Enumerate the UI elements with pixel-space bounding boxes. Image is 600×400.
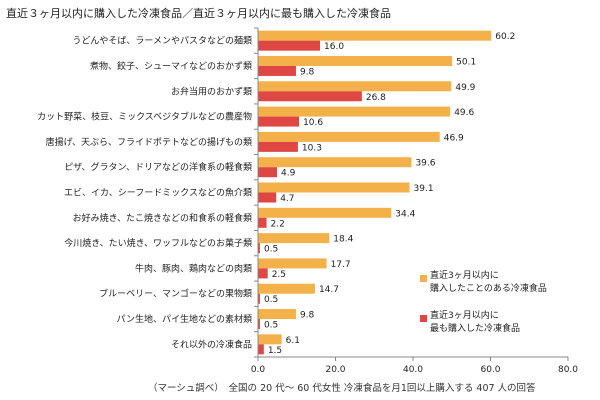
data-label-purchased: 49.6: [454, 108, 474, 118]
category-label: カット野菜、枝豆、ミックスベジタブルなどの農産物: [37, 111, 252, 123]
data-label-most-purchased: 16.0: [324, 42, 344, 52]
legend-label-most-purchased-line2: 最も購入した冷凍食品: [430, 324, 521, 334]
bar-purchased: [258, 157, 412, 168]
data-label-purchased: 39.1: [414, 184, 434, 194]
data-label-purchased: 14.7: [319, 285, 339, 295]
bar-most-purchased: [258, 40, 320, 51]
data-label-most-purchased: 10.6: [303, 118, 323, 128]
data-label-most-purchased: 2.2: [271, 219, 285, 229]
category-label: 今川焼き、たい焼き、ワッフルなどのお菓子類: [64, 237, 252, 249]
x-tick-label: 0.0: [251, 365, 266, 375]
bar-purchased: [258, 30, 492, 41]
bar-most-purchased: [258, 192, 277, 203]
legend-label-purchased-line2: 購入したことのある冷凍食品: [430, 284, 547, 294]
category-label: お弁当用のおかず類: [171, 85, 252, 97]
data-label-most-purchased: 2.5: [272, 270, 286, 280]
data-label-purchased: 49.9: [455, 83, 475, 93]
x-tick-label: 40.0: [403, 365, 423, 375]
data-label-most-purchased: 0.5: [264, 245, 278, 255]
bar-most-purchased: [258, 243, 260, 254]
category-label: ブルーベリー、マンゴーなどの果物類: [99, 288, 252, 300]
x-tick-label: 60.0: [480, 365, 500, 375]
legend-label-most-purchased-line1: 直近3ヶ月以内に: [430, 311, 499, 321]
x-tick-label: 20.0: [325, 365, 345, 375]
category-label: 牛肉、豚肉、鶏肉などの肉類: [135, 262, 252, 274]
data-label-most-purchased: 4.7: [280, 194, 294, 204]
bar-most-purchased: [258, 293, 260, 304]
data-label-most-purchased: 4.9: [281, 169, 296, 179]
bar-most-purchased: [258, 65, 296, 76]
bar-most-purchased: [258, 268, 268, 279]
category-label: 唐揚げ、天ぷら、フライドポテトなどの揚げもの類: [46, 136, 252, 148]
x-tick-label: 80.0: [558, 365, 578, 375]
bar-purchased: [258, 131, 440, 142]
source-note: （マーシュ調べ） 全国の 20 代～ 60 代女性 冷凍食品を月1回以上購入する…: [148, 383, 536, 394]
category-label: ピザ、グラタン、ドリアなどの洋食系の軽食類: [64, 161, 252, 173]
category-label: お好み焼き、たこ焼きなどの和食系の軽食類: [73, 212, 252, 224]
data-label-most-purchased: 10.3: [302, 143, 322, 153]
category-label: パン生地、パイ生地などの素材類: [117, 313, 252, 325]
bar-most-purchased: [258, 217, 267, 228]
bar-most-purchased: [258, 116, 300, 127]
data-label-most-purchased: 0.5: [264, 321, 278, 331]
data-label-purchased: 60.2: [495, 32, 515, 42]
bar-purchased: [258, 55, 453, 66]
data-label-purchased: 6.1: [286, 336, 300, 346]
bar-purchased: [258, 334, 282, 345]
bar-most-purchased: [258, 344, 264, 355]
bar-purchased: [258, 309, 296, 320]
bar-purchased: [258, 182, 410, 193]
legend-swatch-most-purchased: [420, 315, 427, 322]
bar-purchased: [258, 81, 452, 92]
category-label: エビ、イカ、シーフードミックスなどの魚介類: [64, 187, 252, 199]
data-label-purchased: 34.4: [395, 209, 415, 219]
data-label-most-purchased: 26.8: [366, 93, 386, 103]
legend-swatch-purchased: [420, 275, 427, 282]
data-label-purchased: 18.4: [333, 235, 353, 245]
bar-purchased: [258, 207, 392, 218]
bar-purchased: [258, 258, 327, 269]
bar-most-purchased: [258, 319, 260, 330]
category-label: 煮物、餃子、シューマイなどのおかず類: [90, 60, 252, 72]
data-label-most-purchased: 9.8: [300, 67, 315, 77]
chart-title: 直近３ヶ月以内に購入した冷凍食品／直近３ヶ月以内に最も購入した冷凍食品: [6, 7, 391, 20]
bar-most-purchased: [258, 141, 298, 152]
data-label-purchased: 39.6: [415, 159, 435, 169]
data-label-purchased: 17.7: [331, 260, 351, 270]
bar-most-purchased: [258, 167, 277, 178]
bar-purchased: [258, 106, 451, 117]
bar-most-purchased: [258, 91, 362, 102]
data-label-purchased: 50.1: [456, 57, 476, 67]
data-label-purchased: 9.8: [300, 311, 315, 321]
data-label-most-purchased: 0.5: [264, 295, 278, 305]
legend-label-purchased-line1: 直近3ヶ月以内に: [430, 271, 499, 281]
bar-purchased: [258, 233, 330, 244]
data-label-purchased: 46.9: [444, 133, 464, 143]
data-label-most-purchased: 1.5: [268, 346, 282, 356]
category-label: うどんやそば、ラーメンやパスタなどの麺類: [72, 35, 252, 47]
bar-purchased: [258, 283, 315, 294]
category-label: それ以外の冷凍食品: [171, 338, 252, 350]
